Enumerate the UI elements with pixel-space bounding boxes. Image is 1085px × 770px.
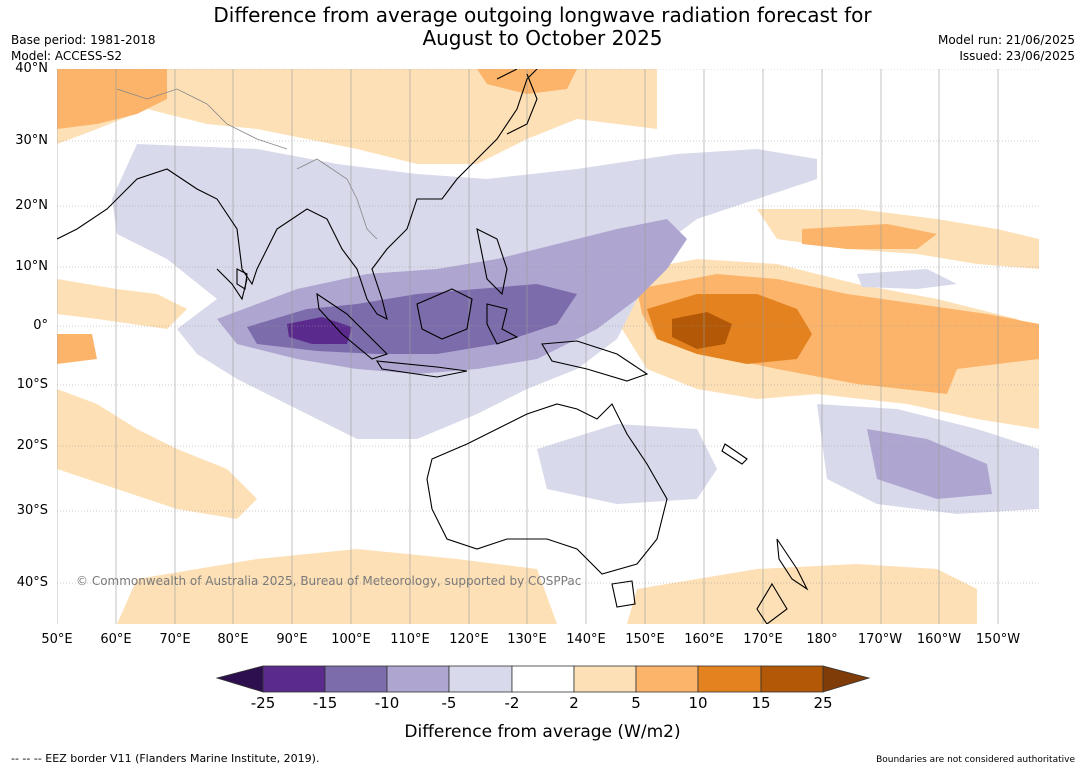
colorbar-low-extend: [215, 665, 264, 693]
colorbar: [215, 665, 871, 693]
lon-label: 90°E: [276, 632, 308, 647]
coastline-new-caledonia: [721, 443, 748, 465]
coastline-sulawesi: [486, 303, 519, 345]
anomaly-region: [537, 424, 717, 504]
lon-label: 80°E: [217, 632, 249, 647]
colorbar-segment: [635, 665, 699, 693]
colorbar-segment: [386, 665, 450, 693]
lon-label: 150°W: [975, 632, 1021, 647]
lat-label-20n: 20°N: [15, 198, 48, 213]
title-line-1: Difference from average outgoing longwav…: [213, 3, 872, 27]
coastline-java: [375, 360, 468, 378]
colorbar-tick: -5: [441, 694, 457, 712]
lon-label: 130°E: [507, 632, 547, 647]
colorbar-tick: -2: [504, 694, 520, 712]
colorbar-segment: [511, 665, 575, 693]
copyright-notice: © Commonwealth of Australia 2025, Bureau…: [76, 574, 581, 588]
coastline-asia: [57, 69, 538, 321]
graticule: [57, 69, 1039, 624]
lat-label-20s: 20°S: [16, 438, 48, 453]
lat-label-10n: 10°N: [15, 259, 48, 274]
lon-label: 110°E: [390, 632, 430, 647]
olr-anomaly-map: © Commonwealth of Australia 2025, Bureau…: [57, 69, 1039, 624]
anomaly-region: [672, 312, 732, 349]
meta-right: Model run: 21/06/2025 Issued: 23/06/2025: [938, 32, 1075, 64]
colorbar-tick: -25: [250, 694, 276, 712]
anomaly-region: [802, 224, 937, 249]
anomaly-region: [627, 564, 977, 624]
border-line: [116, 88, 378, 240]
country-borders: [116, 88, 378, 240]
coastline-sri-lanka: [236, 268, 248, 290]
lon-label: 50°E: [41, 632, 73, 647]
coastline-new-guinea: [541, 340, 649, 382]
colorbar-tick: 5: [631, 694, 641, 712]
title-line-2: August to October 2025: [422, 26, 663, 50]
colorbar-label: Difference from average (W/m2): [404, 722, 681, 742]
colorbar-tick: 15: [751, 694, 771, 712]
anomaly-region: [867, 429, 992, 499]
model-run: Model run: 21/06/2025: [937, 33, 1075, 47]
colorbar-tick: 2: [569, 694, 579, 712]
chart-title: Difference from average outgoing longwav…: [0, 4, 1085, 50]
colorbar-tick: -10: [374, 694, 400, 712]
meta-left: Base period: 1981-2018 Model: ACCESS-S2: [11, 32, 156, 64]
coastline-new-zealand: [756, 538, 809, 624]
lon-label: 150°E: [625, 632, 665, 647]
colorbar-segment: [697, 665, 762, 693]
positive-anomaly-fields: [57, 69, 1039, 624]
lon-label: 60°E: [100, 632, 132, 647]
colorbar-tick: 25: [813, 694, 833, 712]
anomaly-region: [117, 549, 557, 624]
model-name: Model: ACCESS-S2: [11, 49, 123, 63]
lon-label: 170°E: [743, 632, 783, 647]
coastline-australia: [426, 403, 668, 575]
lon-label: 160°E: [684, 632, 724, 647]
coastline-tasmania: [611, 580, 636, 608]
colorbar-segment: [324, 665, 388, 693]
colorbar-high-extend: [822, 665, 871, 693]
coastline-japan: [496, 69, 538, 135]
map-area: © Commonwealth of Australia 2025, Bureau…: [57, 69, 1039, 624]
anomaly-region: [57, 69, 167, 129]
lon-label: 180°: [806, 632, 838, 647]
eez-border-note: -- -- -- EEZ border V11 (Flanders Marine…: [11, 752, 320, 765]
anomaly-region: [57, 69, 657, 164]
lon-label: 120°E: [449, 632, 489, 647]
anomaly-region: [287, 317, 352, 344]
anomaly-region: [57, 334, 97, 364]
coastline-borneo: [416, 288, 473, 340]
negative-anomaly-fields: [112, 144, 1039, 514]
coastlines: [57, 69, 809, 624]
coastline-sumatra: [316, 292, 389, 360]
lon-label: 70°E: [159, 632, 191, 647]
lat-label-0: 0°: [33, 318, 48, 333]
colorbar-tick: 10: [688, 694, 708, 712]
coastline-philippines: [476, 228, 508, 296]
lon-label: 140°E: [566, 632, 606, 647]
lat-label-30n: 30°N: [15, 133, 48, 148]
lon-label: 170°W: [857, 632, 903, 647]
colorbar-segment: [262, 665, 326, 693]
lon-label: 160°W: [916, 632, 962, 647]
anomaly-region: [57, 279, 187, 329]
colorbar-tick: -15: [312, 694, 338, 712]
issued-date: Issued: 23/06/2025: [959, 49, 1075, 63]
anomaly-region: [857, 269, 957, 289]
lat-label-40s: 40°S: [16, 575, 48, 590]
colorbar-segment: [760, 665, 824, 693]
anomaly-region: [57, 389, 257, 519]
lon-label: 100°E: [331, 632, 371, 647]
lat-label-30s: 30°S: [16, 503, 48, 518]
lat-label-10s: 10°S: [16, 377, 48, 392]
colorbar-segment: [573, 665, 637, 693]
colorbar-segment: [448, 665, 513, 693]
base-period: Base period: 1981-2018: [11, 33, 156, 47]
boundary-disclaimer: Boundaries are not considered authoritat…: [876, 755, 1075, 765]
lat-label-40n: 40°N: [15, 61, 48, 76]
